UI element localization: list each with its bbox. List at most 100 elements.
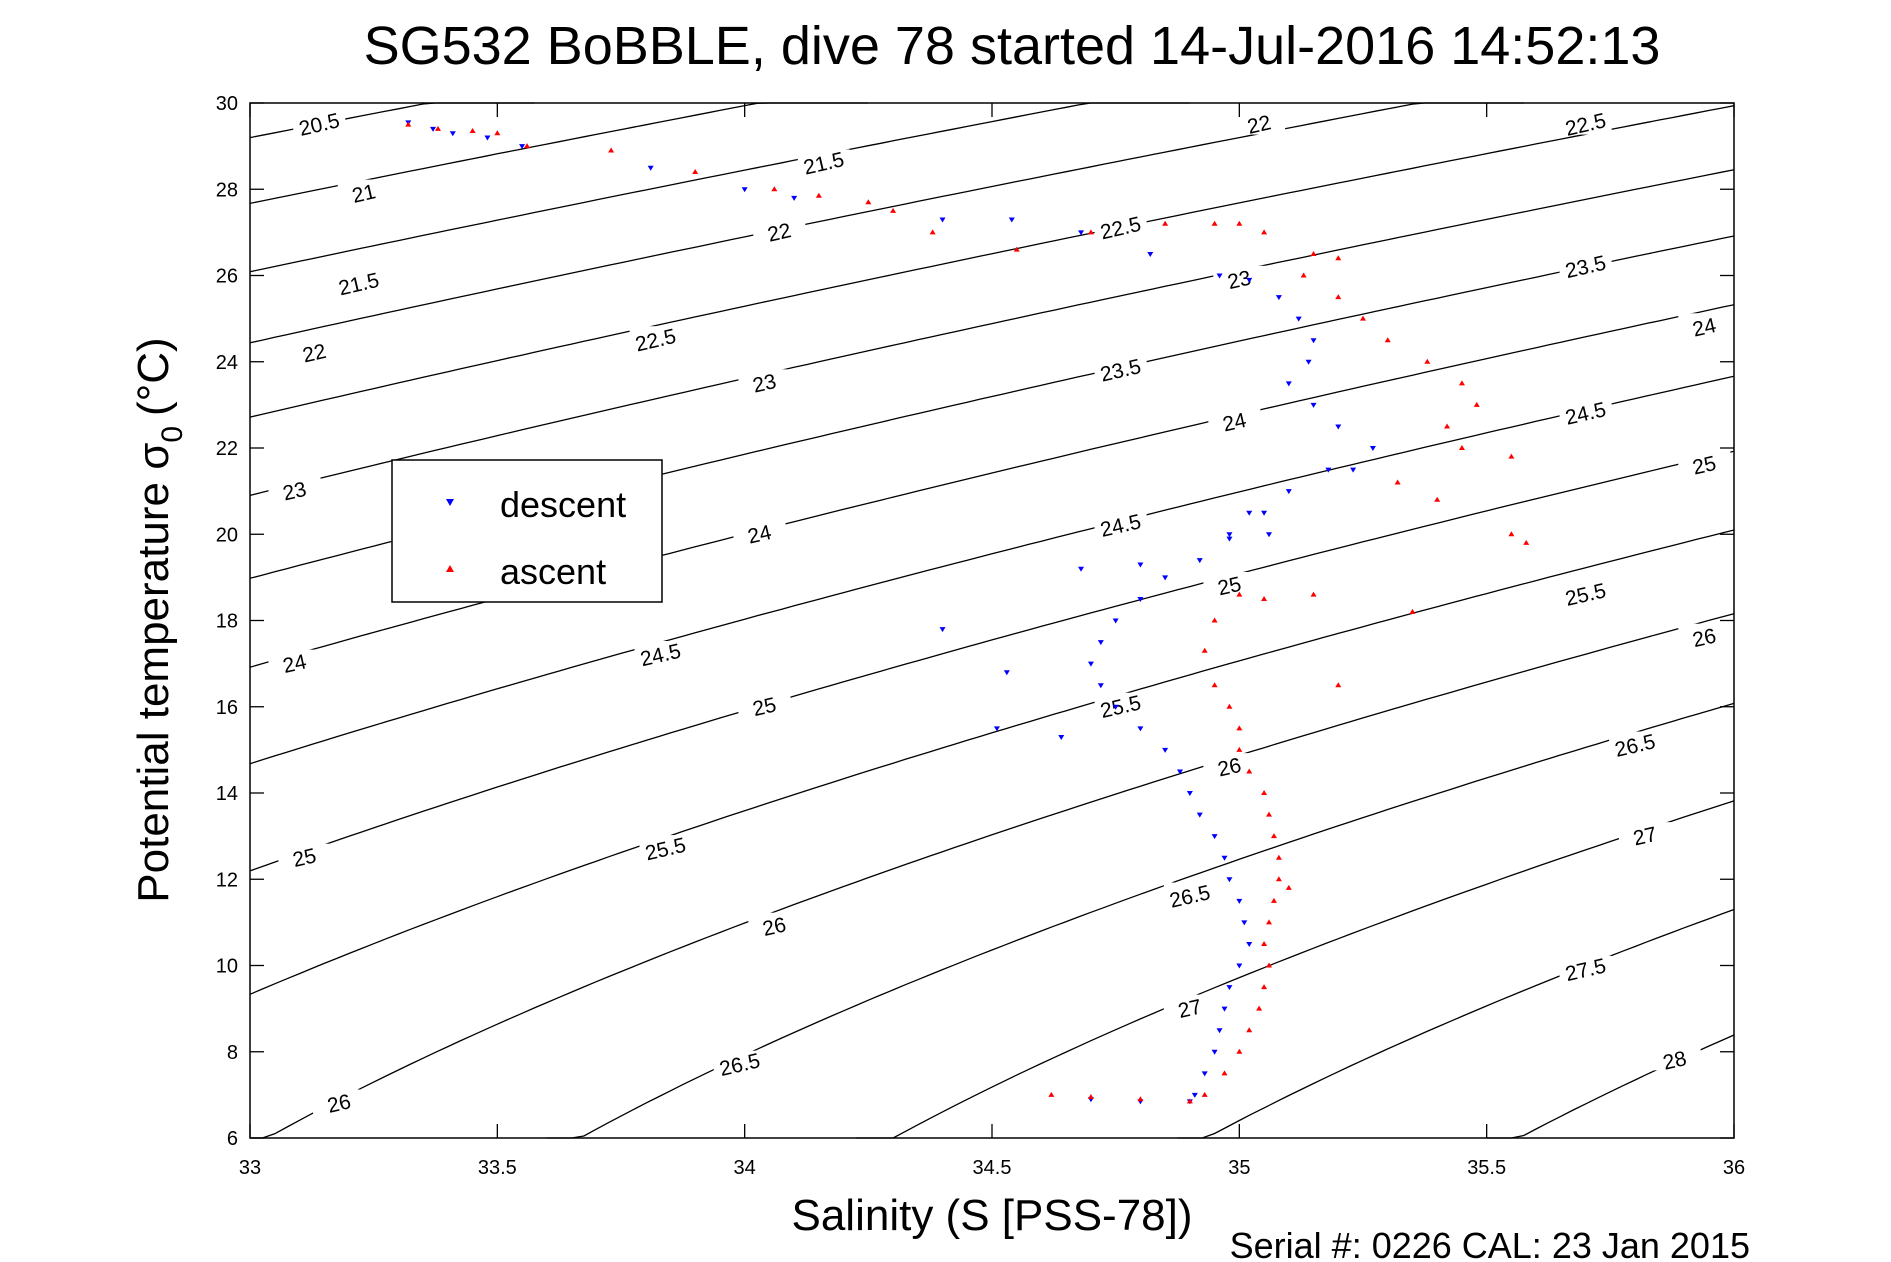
ascent-point-58 — [1201, 1091, 1208, 1097]
y-axis-label-main: Potential temperature σ — [129, 443, 178, 903]
ascent-point-55 — [1246, 1027, 1253, 1033]
ascent-point-15 — [1211, 220, 1218, 226]
ascent-point-60 — [1137, 1096, 1144, 1102]
ascent-point-20 — [1300, 272, 1307, 278]
descent-point-36 — [1176, 769, 1183, 775]
ascent-point-56 — [1236, 1048, 1243, 1054]
descent-point-37 — [1186, 791, 1193, 796]
ascent-point-46 — [1270, 833, 1277, 839]
contour-label-bg-24 — [1163, 994, 1216, 1019]
ascent-point-27 — [1444, 423, 1451, 429]
chart-title: SG532 BoBBLE, dive 78 started 14-Jul-201… — [364, 16, 1661, 76]
contour-label-bg-29 — [1559, 110, 1612, 135]
descent-point-2 — [449, 131, 456, 137]
descent-point-34 — [1137, 726, 1144, 732]
descent-point-13 — [1246, 277, 1253, 283]
ascent-point-41 — [1236, 725, 1243, 731]
ascent-point-39 — [1211, 682, 1218, 688]
descent-point-44 — [1246, 941, 1253, 947]
descent-point-17 — [1305, 359, 1312, 365]
ascent-point-52 — [1266, 962, 1273, 968]
descent-point-48 — [1216, 1028, 1223, 1034]
descent-point-50 — [1201, 1071, 1208, 1077]
contour-label-39: 28 — [1661, 1047, 1689, 1075]
descent-point-27 — [1162, 575, 1169, 581]
ascent-point-53 — [1261, 984, 1268, 990]
descent-point-45 — [1236, 963, 1243, 969]
descent-point-11 — [1147, 251, 1154, 257]
descent-point-20 — [1335, 424, 1342, 430]
ascent-point-59 — [1186, 1098, 1193, 1104]
contour-label-bg-23 — [1163, 882, 1216, 907]
descent-point-7 — [791, 195, 798, 201]
ascent-point-17 — [1261, 229, 1268, 235]
ascent-point-31 — [1434, 496, 1441, 502]
contour-label-bg-14 — [738, 692, 791, 717]
x-tick-label-3: 34.5 — [973, 1157, 1012, 1179]
descent-point-28 — [1137, 596, 1144, 602]
contour-label-bg-31 — [1678, 313, 1731, 338]
contour-label-bg-16 — [748, 912, 801, 937]
contour-label-bg-13 — [634, 641, 687, 665]
contour-label-bg-37 — [1618, 822, 1671, 847]
descent-point-38 — [1196, 812, 1203, 818]
contour-label-bg-20 — [1094, 356, 1147, 381]
ascent-point-51 — [1261, 940, 1268, 946]
descent-point-26 — [1196, 558, 1203, 564]
contour-label-bg-38 — [1559, 955, 1612, 980]
contour-label-37: 27 — [1631, 823, 1659, 851]
contour-label-bg-21 — [1094, 511, 1147, 536]
density-contour-5 — [249, 169, 1735, 497]
descent-point-21 — [1369, 446, 1376, 451]
density-contour-9 — [249, 450, 1735, 872]
descent-point-35 — [1162, 747, 1169, 753]
ascent-point-10 — [890, 207, 897, 213]
density-contour-10 — [249, 529, 1735, 995]
ascent-point-33 — [1523, 539, 1530, 545]
contour-label-bg-1 — [337, 179, 390, 204]
contour-label-11: 23 — [751, 370, 779, 398]
descent-point-23 — [1285, 489, 1292, 495]
ascent-point-9 — [865, 199, 872, 205]
contour-label-bg-11 — [738, 369, 791, 394]
ascent-point-19 — [1335, 255, 1342, 261]
x-tick-label-4: 35 — [1228, 1157, 1250, 1179]
ascent-point-35 — [1261, 595, 1268, 601]
ascent-point-48 — [1275, 876, 1282, 882]
x-tick-label-6: 36 — [1723, 1157, 1745, 1179]
density-contour-14 — [1177, 908, 1735, 1139]
descent-point-5 — [647, 165, 654, 171]
contour-label-1: 21 — [350, 180, 378, 208]
density-contour-2 — [249, 102, 1190, 273]
ascent-point-7 — [771, 186, 778, 192]
y-tick-label-3: 12 — [216, 869, 238, 891]
ascent-point-23 — [1384, 337, 1391, 343]
ascent-point-6 — [692, 169, 699, 174]
descent-point-1 — [430, 126, 437, 132]
ascent-point-16 — [1236, 220, 1243, 226]
y-tick-label-0: 6 — [227, 1128, 238, 1150]
contour-label-bg-34 — [1559, 580, 1612, 605]
descent-point-63 — [1266, 532, 1273, 538]
descent-point-43 — [1241, 920, 1248, 926]
x-tick-label-1: 33.5 — [478, 1157, 517, 1179]
legend: descent ascent — [391, 459, 663, 603]
contour-label-3: 22 — [300, 340, 328, 368]
descent-point-3 — [484, 135, 491, 141]
ascent-point-32 — [1508, 531, 1515, 537]
descent-point-9 — [1008, 217, 1015, 223]
legend-descent-label: descent — [500, 484, 626, 525]
ascent-point-36 — [1236, 591, 1243, 597]
descent-point-29 — [1112, 618, 1119, 624]
y-tick-label-11: 28 — [216, 179, 238, 201]
descent-point-46 — [1226, 985, 1233, 991]
contour-label-bg-3 — [288, 339, 341, 364]
descent-point-8 — [939, 217, 946, 223]
ascent-point-1 — [434, 125, 441, 131]
ascent-point-3 — [494, 130, 501, 136]
ascent-point-34 — [1310, 591, 1317, 597]
descent-point-32 — [1097, 683, 1104, 689]
ascent-point-43 — [1246, 768, 1253, 774]
contour-label-bg-8 — [797, 149, 850, 174]
contour-label-bg-9 — [753, 218, 806, 243]
